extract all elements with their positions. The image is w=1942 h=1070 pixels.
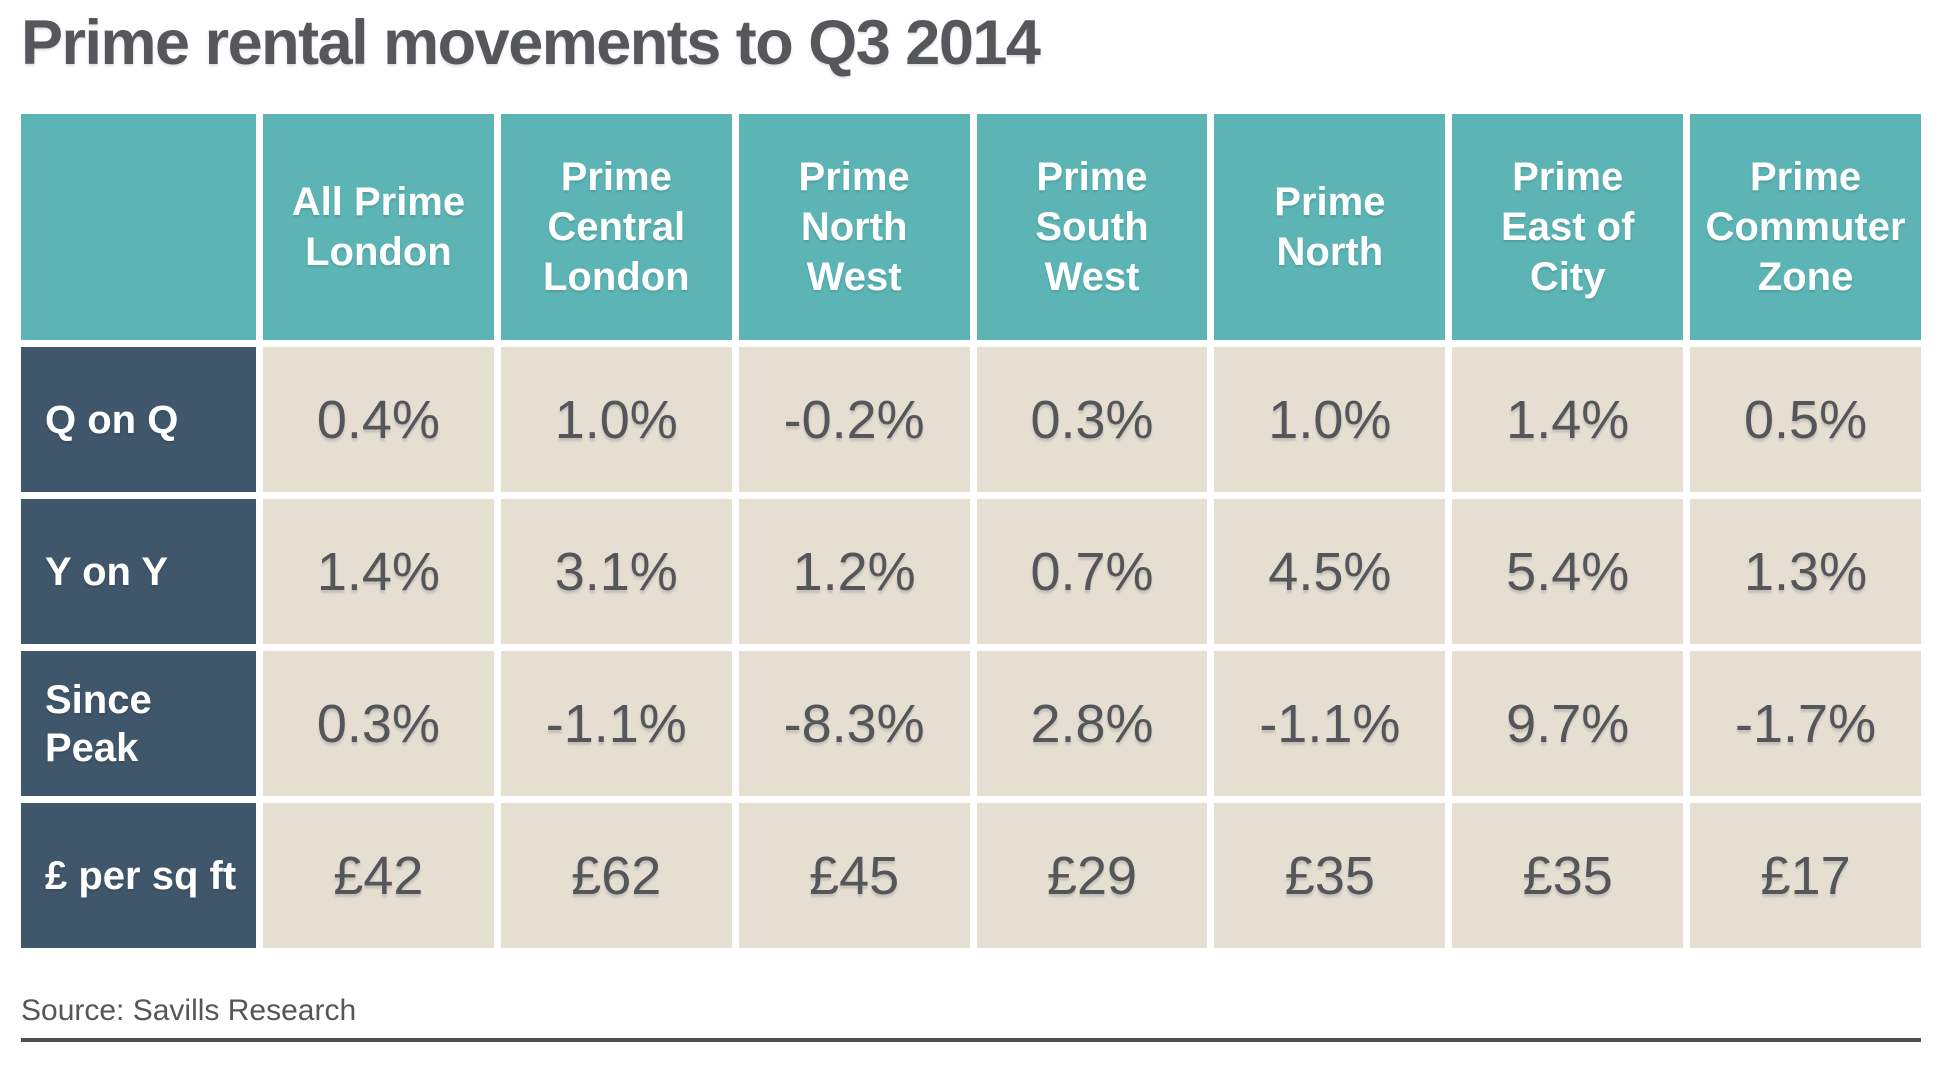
value-cell: -1.1% bbox=[500, 651, 732, 797]
value-cell: 0.7% bbox=[976, 499, 1208, 645]
value-cell: £35 bbox=[1452, 803, 1684, 949]
value-cell: 1.4% bbox=[263, 499, 494, 645]
column-header-prime-commuter-zone: Prime Commuter Zone bbox=[1690, 114, 1921, 341]
value-cell: £17 bbox=[1690, 803, 1921, 949]
value-cell: £29 bbox=[976, 803, 1208, 949]
row-label-y-on-y: Y on Y bbox=[21, 499, 256, 645]
value-cell: 1.2% bbox=[738, 499, 970, 645]
value-cell: £42 bbox=[263, 803, 494, 949]
value-cell: 2.8% bbox=[976, 651, 1208, 797]
value-cell: 1.0% bbox=[500, 347, 732, 493]
value-cell: 1.4% bbox=[1452, 347, 1684, 493]
column-header-prime-central-london: Prime Central London bbox=[500, 114, 732, 341]
value-cell: 9.7% bbox=[1452, 651, 1684, 797]
value-cell: -1.1% bbox=[1214, 651, 1446, 797]
value-cell: 1.3% bbox=[1690, 499, 1921, 645]
value-cell: -8.3% bbox=[738, 651, 970, 797]
value-cell: £62 bbox=[500, 803, 732, 949]
rental-table: All Prime London Prime Central London Pr… bbox=[21, 114, 1921, 949]
row-label-q-on-q: Q on Q bbox=[21, 347, 256, 493]
value-cell: 0.3% bbox=[263, 651, 494, 797]
divider-rule bbox=[21, 1038, 1921, 1043]
value-cell: -1.7% bbox=[1690, 651, 1921, 797]
column-header-prime-north-west: Prime North West bbox=[738, 114, 970, 341]
column-header-prime-south-west: Prime South West bbox=[976, 114, 1208, 341]
value-cell: 1.0% bbox=[1214, 347, 1446, 493]
row-label-since-peak: Since Peak bbox=[21, 651, 256, 797]
row-label-price-per-sq-ft: £ per sq ft bbox=[21, 803, 256, 949]
page-title: Prime rental movements to Q3 2014 bbox=[21, 8, 1041, 78]
column-header-prime-east-of-city: Prime East of City bbox=[1452, 114, 1684, 341]
column-header-empty bbox=[21, 114, 256, 341]
value-cell: 5.4% bbox=[1452, 499, 1684, 645]
value-cell: -0.2% bbox=[738, 347, 970, 493]
page: Prime rental movements to Q3 2014 All Pr… bbox=[0, 8, 1942, 1043]
column-header-all-prime-london: All Prime London bbox=[263, 114, 494, 341]
column-header-prime-north: Prime North bbox=[1214, 114, 1446, 341]
value-cell: 0.4% bbox=[263, 347, 494, 493]
value-cell: £35 bbox=[1214, 803, 1446, 949]
value-cell: 4.5% bbox=[1214, 499, 1446, 645]
value-cell: 3.1% bbox=[500, 499, 732, 645]
value-cell: £45 bbox=[738, 803, 970, 949]
value-cell: 0.3% bbox=[976, 347, 1208, 493]
value-cell: 0.5% bbox=[1690, 347, 1921, 493]
source-note: Source: Savills Research bbox=[21, 994, 357, 1028]
